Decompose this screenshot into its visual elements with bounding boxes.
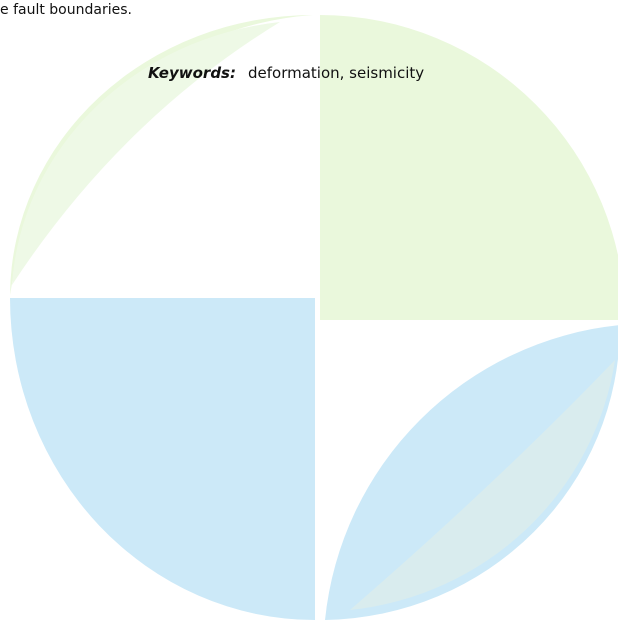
- logo-leaf-shade: [12, 22, 280, 285]
- logo-leaf-shade: [350, 360, 615, 610]
- body-text: e fault boundaries.: [0, 2, 132, 18]
- keywords-label: Keywords:: [148, 64, 236, 82]
- logo-leaf-top-left: [10, 15, 313, 295]
- logo-quarter-bottom-left: [10, 298, 315, 620]
- logo-quarter-top-right: [320, 15, 618, 320]
- keywords-text: deformation, seismicity: [247, 64, 425, 82]
- logo-leaf-bottom-right: [325, 325, 618, 620]
- keywords: Keywords: deformation, seismicity: [148, 64, 424, 82]
